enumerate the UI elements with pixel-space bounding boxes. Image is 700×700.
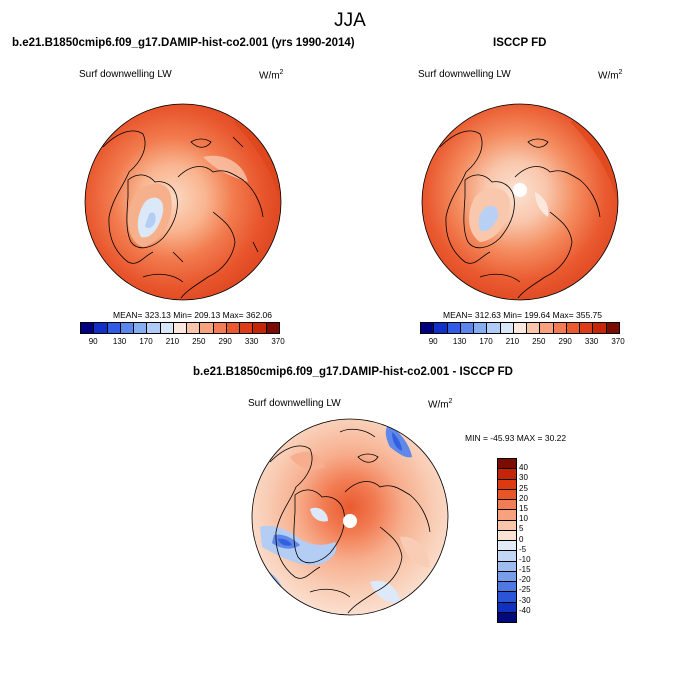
diff-colorbar-swatch xyxy=(498,612,516,622)
diff-colorbar-swatch xyxy=(498,479,516,490)
model-stats: MEAN= 323.13 Min= 209.13 Max= 362.06 xyxy=(113,310,273,320)
obs-colorbar-swatch xyxy=(460,323,475,333)
obs-colorbar-swatch xyxy=(593,323,607,333)
obs-colorbar-tick-label: 290 xyxy=(558,337,572,346)
diff-polar-map xyxy=(251,418,449,616)
model-colorbar-tick-label: 130 xyxy=(112,337,127,346)
obs-variable-label: Surf downwelling LW xyxy=(418,69,511,80)
obs-colorbar-tick-label: 210 xyxy=(505,337,520,346)
obs-colorbar-swatch xyxy=(527,323,541,333)
model-colorbar-swatch xyxy=(226,323,241,333)
model-colorbar-tick-label: 370 xyxy=(271,337,285,346)
obs-colorbar-tick-label: 130 xyxy=(452,337,467,346)
diff-colorbar-swatch xyxy=(498,602,516,613)
obs-colorbar-swatch xyxy=(421,323,435,333)
obs-colorbar-tick-label: 170 xyxy=(479,337,493,346)
model-colorbar-swatch xyxy=(120,323,135,333)
diff-colorbar-labels: 40 30 25 20 15 10 5 0 -5 -10 -15 -20 -25 -30 -40 xyxy=(519,458,549,621)
model-colorbar-labels: 90 130 170 210 250 290 330 370 xyxy=(80,337,285,347)
diff-colorbar-tick-label: 10 xyxy=(519,514,528,524)
model-colorbar-tick-label: 250 xyxy=(192,337,206,346)
model-colorbar-swatch xyxy=(240,323,254,333)
obs-colorbar-swatch xyxy=(580,323,594,333)
diff-colorbar-swatch xyxy=(498,541,516,552)
diff-colorbar-swatch xyxy=(498,459,516,470)
diff-units-label: W/m2 xyxy=(428,398,453,411)
diff-colorbar-swatch xyxy=(498,469,516,480)
obs-colorbar-tick-label: 330 xyxy=(584,337,599,346)
diff-colorbar-tick-label: -15 xyxy=(519,565,531,575)
model-colorbar-swatch xyxy=(200,323,214,333)
obs-colorbar-swatch xyxy=(606,323,619,333)
obs-colorbar-swatch xyxy=(513,323,528,333)
diff-colorbar-tick-label: 25 xyxy=(519,483,528,493)
obs-polar-map xyxy=(421,103,619,301)
model-colorbar-tick-label: 90 xyxy=(88,337,98,346)
model-colorbar xyxy=(80,322,280,334)
obs-colorbar-swatch xyxy=(474,323,488,333)
figure-title: JJA xyxy=(334,10,366,31)
diff-panel-title: b.e21.B1850cmip6.f09_g17.DAMIP-hist-co2.… xyxy=(193,366,513,378)
model-units-label: W/m2 xyxy=(259,69,284,82)
model-colorbar-swatch xyxy=(213,323,227,333)
model-polar-map xyxy=(84,103,282,301)
diff-colorbar-swatch xyxy=(498,571,516,582)
diff-colorbar-swatch xyxy=(498,561,516,572)
model-colorbar-tick-label: 290 xyxy=(218,337,232,346)
diff-colorbar-swatch xyxy=(498,592,516,603)
model-colorbar-tick-label: 170 xyxy=(139,337,153,346)
obs-colorbar-swatch xyxy=(540,323,554,333)
model-colorbar-swatch xyxy=(266,323,279,333)
model-colorbar-swatch xyxy=(107,323,121,333)
obs-stats: MEAN= 312.63 Min= 199.64 Max= 355.75 xyxy=(443,310,603,320)
diff-colorbar-swatch xyxy=(498,510,516,521)
model-colorbar-swatch xyxy=(94,323,108,333)
obs-colorbar-swatch xyxy=(447,323,461,333)
model-colorbar-swatch xyxy=(160,323,174,333)
obs-panel-title: ISCCP FD xyxy=(493,37,547,49)
diff-colorbar-tick-label: -20 xyxy=(519,575,531,585)
diff-colorbar-tick-label: -25 xyxy=(519,585,531,595)
obs-colorbar-tick-label: 250 xyxy=(532,337,546,346)
diff-colorbar xyxy=(497,458,517,623)
obs-colorbar-labels: 90 130 170 210 250 290 330 370 xyxy=(420,337,625,347)
diff-colorbar-tick-label: 15 xyxy=(519,503,528,513)
diff-colorbar-tick-label: 0 xyxy=(519,534,524,544)
diff-variable-label: Surf downwelling LW xyxy=(248,398,341,409)
model-colorbar-swatch xyxy=(147,323,161,333)
model-colorbar-swatch xyxy=(253,323,267,333)
diff-colorbar-tick-label: 40 xyxy=(519,463,528,473)
obs-colorbar-tick-label: 90 xyxy=(428,337,438,346)
obs-colorbar-swatch xyxy=(566,323,581,333)
obs-colorbar-swatch xyxy=(487,323,501,333)
diff-stats: MIN = -45.93 MAX = 30.22 xyxy=(465,433,567,443)
model-variable-label: Surf downwelling LW xyxy=(79,69,172,80)
model-panel-title: b.e21.B1850cmip6.f09_g17.DAMIP-hist-co2.… xyxy=(12,37,355,49)
model-colorbar-tick-label: 210 xyxy=(165,337,180,346)
model-colorbar-swatch xyxy=(81,323,95,333)
diff-colorbar-swatch xyxy=(498,530,516,541)
diff-colorbar-swatch xyxy=(498,582,516,593)
obs-units-label: W/m2 xyxy=(598,69,623,82)
obs-colorbar-swatch xyxy=(500,323,514,333)
diff-colorbar-tick-label: -5 xyxy=(519,544,527,554)
diff-colorbar-tick-label: 20 xyxy=(519,493,528,503)
obs-colorbar-swatch xyxy=(434,323,448,333)
model-colorbar-swatch xyxy=(134,323,148,333)
obs-colorbar xyxy=(420,322,620,334)
diff-colorbar-swatch xyxy=(498,520,516,531)
diff-colorbar-tick-label: -10 xyxy=(519,554,531,564)
diff-colorbar-tick-label: 30 xyxy=(519,473,528,483)
diff-colorbar-tick-label: -30 xyxy=(519,595,531,605)
model-colorbar-swatch xyxy=(173,323,188,333)
obs-colorbar-swatch xyxy=(553,323,567,333)
obs-colorbar-tick-label: 370 xyxy=(611,337,625,346)
diff-colorbar-tick-label: -40 xyxy=(519,605,531,615)
model-colorbar-swatch xyxy=(187,323,201,333)
diff-colorbar-swatch xyxy=(498,489,516,500)
diff-colorbar-swatch xyxy=(498,551,516,562)
diff-colorbar-swatch xyxy=(498,500,516,511)
diff-colorbar-tick-label: 5 xyxy=(519,524,524,534)
model-colorbar-tick-label: 330 xyxy=(244,337,259,346)
